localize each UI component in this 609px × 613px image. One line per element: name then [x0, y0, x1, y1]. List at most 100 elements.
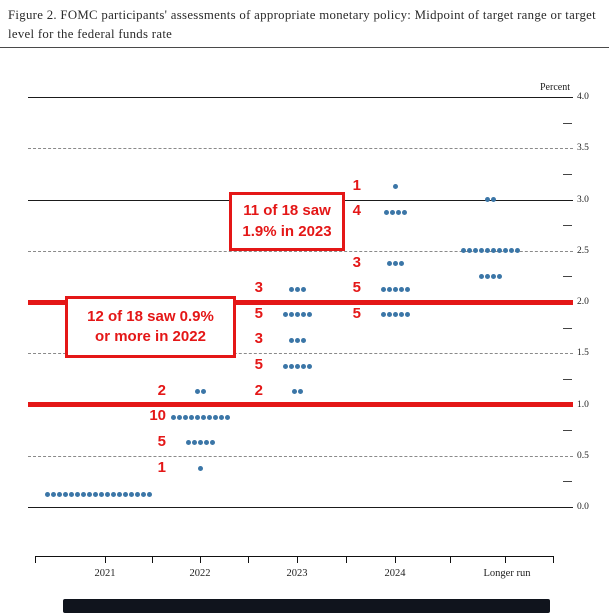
x-axis-label: 2023: [286, 568, 308, 579]
y-axis-minor-tick: [563, 378, 572, 380]
annotation-box: 12 of 18 saw 0.9% or more in 2022: [65, 296, 236, 358]
projection-dot: [282, 312, 288, 318]
projection-dot: [62, 491, 68, 497]
projection-dot: [484, 248, 490, 254]
grid-line: [28, 97, 573, 98]
projection-dot: [224, 414, 230, 420]
count-annotation: 5: [254, 304, 263, 322]
x-axis-tick: [505, 556, 506, 563]
count-annotation: 4: [352, 202, 361, 220]
projection-dot: [398, 286, 404, 292]
projection-dot: [398, 312, 404, 318]
count-annotation: 5: [352, 304, 361, 322]
projection-dot: [496, 273, 502, 279]
dot-group: [170, 414, 230, 420]
x-axis-tick: [200, 556, 201, 563]
projection-dot: [306, 363, 312, 369]
annotation-text: 1.9% in 2023: [242, 222, 332, 240]
dot-group: [288, 286, 306, 292]
x-axis-label: 2022: [189, 568, 211, 579]
x-axis-label: 2024: [384, 568, 406, 579]
projection-dot: [496, 248, 502, 254]
projection-dot: [200, 414, 206, 420]
projection-dot: [294, 312, 300, 318]
projection-dot: [392, 286, 398, 292]
x-axis-tick: [297, 556, 298, 563]
projection-dot: [110, 491, 116, 497]
highlight-line: [28, 299, 573, 305]
bottom-bar: [63, 599, 550, 613]
projection-dot: [176, 414, 182, 420]
projection-dot: [386, 312, 392, 318]
x-axis-tick: [395, 556, 396, 563]
count-annotation: 3: [254, 279, 263, 297]
projection-dot: [44, 491, 50, 497]
y-axis-minor-tick: [563, 327, 572, 329]
y-axis-tick-label: 3.5: [577, 143, 589, 154]
grid-line: [28, 148, 573, 150]
projection-dot: [104, 491, 110, 497]
y-axis-minor-tick: [563, 276, 572, 278]
dot-group: [380, 286, 410, 292]
projection-dot: [209, 440, 215, 446]
grid-line: [28, 353, 573, 355]
projection-dot: [92, 491, 98, 497]
y-axis-minor-tick: [563, 122, 572, 124]
projection-dot: [300, 312, 306, 318]
projection-dot: [291, 389, 297, 395]
projection-dot: [128, 491, 134, 497]
projection-dot: [146, 491, 152, 497]
projection-dot: [297, 389, 303, 395]
projection-dot: [392, 184, 398, 190]
y-axis-tick-label: 2.5: [577, 245, 589, 256]
projection-dot: [383, 209, 389, 215]
projection-dot: [460, 248, 466, 254]
y-axis-tick-label: 1.5: [577, 348, 589, 359]
projection-dot: [490, 273, 496, 279]
projection-dot: [170, 414, 176, 420]
y-axis-tick-label: 4.0: [577, 92, 589, 102]
projection-dot: [197, 466, 203, 472]
x-axis-tick: [450, 556, 451, 563]
projection-dot: [392, 312, 398, 318]
projection-dot: [472, 248, 478, 254]
projection-dot: [288, 363, 294, 369]
projection-dot: [300, 337, 306, 343]
projection-dot: [514, 248, 520, 254]
annotation-text: or more in 2022: [95, 328, 206, 345]
projection-dot: [288, 286, 294, 292]
projection-dot: [56, 491, 62, 497]
projection-dot: [502, 248, 508, 254]
projection-dot: [122, 491, 128, 497]
y-axis-tick-label: 0.0: [577, 502, 589, 512]
projection-dot: [300, 286, 306, 292]
projection-dot: [206, 414, 212, 420]
grid-line: [28, 250, 573, 252]
projection-dot: [294, 286, 300, 292]
projection-dot: [194, 389, 200, 395]
count-annotation: 2: [254, 381, 263, 399]
x-axis-label: 2021: [94, 568, 116, 579]
projection-dot: [478, 273, 484, 279]
x-axis-tick: [248, 556, 249, 563]
y-axis-tick-label: 2.0: [577, 297, 589, 307]
grid-line: [28, 455, 573, 457]
y-axis-minor-tick: [563, 225, 572, 227]
projection-dot: [86, 491, 92, 497]
projection-dot: [490, 248, 496, 254]
projection-dot: [134, 491, 140, 497]
annotation-box: 11 of 18 saw 1.9% in 2023: [229, 192, 345, 251]
dot-group: [197, 466, 203, 472]
projection-dot: [386, 261, 392, 267]
projection-dot: [508, 248, 514, 254]
projection-dot: [478, 248, 484, 254]
highlight-line: [28, 402, 573, 407]
projection-dot: [306, 312, 312, 318]
count-annotation: 2: [157, 381, 166, 399]
projection-dot: [116, 491, 122, 497]
projection-dot: [185, 440, 191, 446]
dot-group: [478, 273, 502, 279]
projection-dot: [140, 491, 146, 497]
title-divider: [0, 47, 609, 48]
